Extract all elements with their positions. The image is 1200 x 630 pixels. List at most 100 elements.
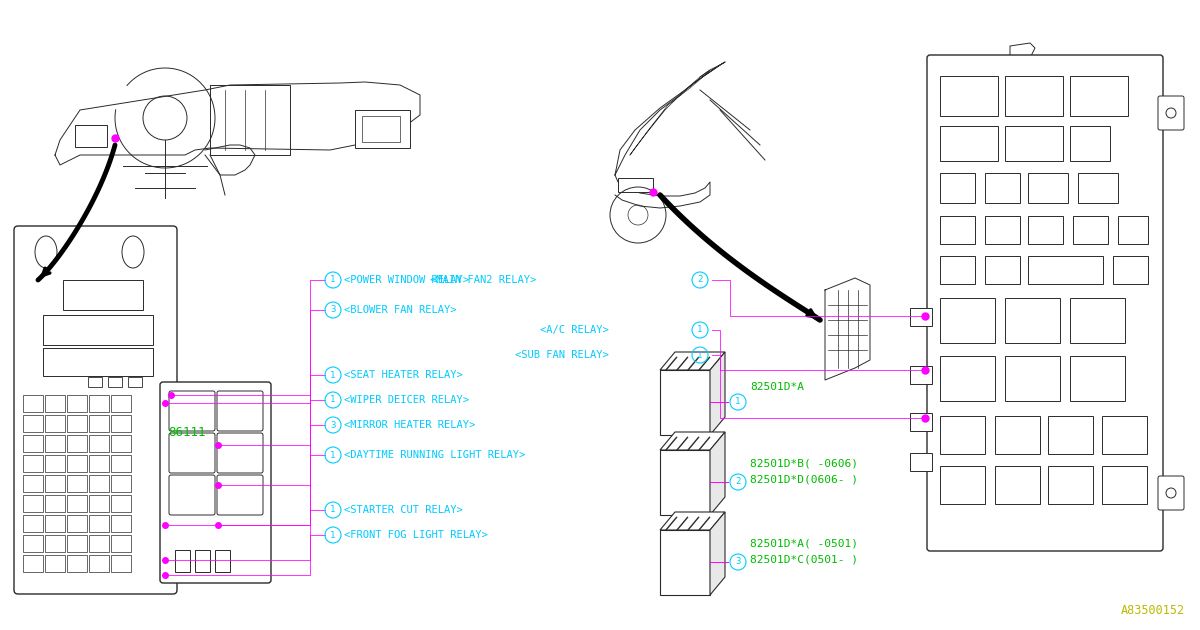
Bar [940,256,974,284]
Bar [985,173,1020,203]
Bar [23,475,43,492]
Bar [940,416,985,454]
Text: 1: 1 [697,350,703,360]
FancyBboxPatch shape [217,433,263,473]
Bar [67,415,88,432]
Text: <WIPER DEICER RELAY>: <WIPER DEICER RELAY> [344,395,469,405]
Bar [46,475,65,492]
Bar [112,395,131,412]
Bar [89,475,109,492]
FancyBboxPatch shape [169,433,215,473]
Bar [940,356,995,401]
Bar [1006,126,1063,161]
Text: 1: 1 [736,398,740,406]
Bar [43,315,154,345]
Text: <MIRROR HEATER RELAY>: <MIRROR HEATER RELAY> [344,420,475,430]
Bar [910,453,932,471]
Bar [1070,356,1126,401]
Bar [43,348,154,376]
Bar [660,450,710,515]
Bar [89,455,109,472]
FancyBboxPatch shape [1158,96,1184,130]
Text: <A/C RELAY>: <A/C RELAY> [540,325,608,335]
Bar [46,415,65,432]
Bar [89,555,109,572]
FancyBboxPatch shape [928,55,1163,551]
Text: 1: 1 [330,275,336,285]
Bar [46,435,65,452]
Text: 2: 2 [697,275,703,285]
Bar [1102,416,1147,454]
Bar [1028,256,1103,284]
Text: 3: 3 [330,306,336,314]
Bar [112,515,131,532]
Bar [67,435,88,452]
Bar [67,555,88,572]
Text: <DAYTIME RUNNING LIGHT RELAY>: <DAYTIME RUNNING LIGHT RELAY> [344,450,526,460]
Bar [46,515,65,532]
Text: 1: 1 [330,530,336,539]
Text: <BLOWER FAN RELAY>: <BLOWER FAN RELAY> [344,305,456,315]
Bar [89,415,109,432]
Text: 1: 1 [330,370,336,379]
Bar [112,475,131,492]
Bar [1078,173,1118,203]
Bar [1048,416,1093,454]
FancyBboxPatch shape [217,475,263,515]
Text: <SEAT HEATER RELAY>: <SEAT HEATER RELAY> [344,370,463,380]
Bar [112,555,131,572]
Bar [112,455,131,472]
Polygon shape [660,512,725,530]
Bar [112,495,131,512]
Text: 3: 3 [736,558,740,566]
Bar [23,455,43,472]
Bar [910,308,932,326]
Bar [355,110,410,148]
Bar [89,515,109,532]
Bar [67,495,88,512]
FancyBboxPatch shape [169,391,215,431]
Bar [64,280,143,310]
Bar [112,435,131,452]
Bar [1073,216,1108,244]
Bar [1006,298,1060,343]
FancyBboxPatch shape [169,475,215,515]
Bar [985,256,1020,284]
Text: <MAIN FAN2 RELAY>: <MAIN FAN2 RELAY> [430,275,536,285]
Bar [940,76,998,116]
Bar [89,395,109,412]
Bar [23,515,43,532]
Bar [1048,466,1093,504]
Bar [995,416,1040,454]
Text: 86111: 86111 [168,427,205,440]
Bar [1028,216,1063,244]
Bar [985,216,1020,244]
Text: <FRONT FOG LIGHT RELAY>: <FRONT FOG LIGHT RELAY> [344,530,487,540]
Polygon shape [710,432,725,515]
Bar [215,550,230,572]
Bar [128,377,142,387]
Text: <SUB FAN RELAY>: <SUB FAN RELAY> [515,350,608,360]
Bar [940,466,985,504]
Bar [23,415,43,432]
Text: 1: 1 [697,326,703,335]
Bar [23,395,43,412]
Bar [112,535,131,552]
Bar [1070,76,1128,116]
Ellipse shape [122,236,144,268]
Bar [618,178,653,192]
Text: A83500152: A83500152 [1121,604,1186,617]
Bar [995,466,1040,504]
Bar [1070,298,1126,343]
Text: <POWER WINDOW RELAY>: <POWER WINDOW RELAY> [344,275,469,285]
Bar [89,535,109,552]
Bar [74,125,107,147]
Bar [1006,356,1060,401]
Bar [1028,173,1068,203]
Bar [940,298,995,343]
Bar [1102,466,1147,504]
Text: 1: 1 [330,450,336,459]
Bar [23,495,43,512]
FancyBboxPatch shape [217,391,263,431]
Bar [940,173,974,203]
